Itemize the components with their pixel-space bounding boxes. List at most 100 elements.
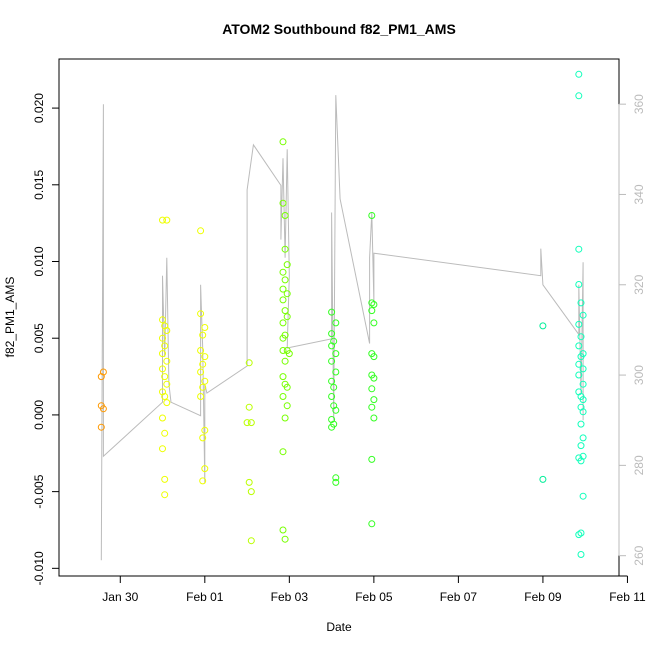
data-point (328, 357, 336, 365)
data-point (99, 368, 107, 376)
data-point (279, 285, 287, 293)
data-point (201, 324, 209, 331)
data-point (579, 365, 587, 373)
data-point (579, 492, 587, 500)
data-point (328, 377, 336, 385)
x-tick-label: Feb 05 (355, 590, 393, 604)
data-point (199, 360, 207, 368)
data-point (328, 308, 336, 316)
data-point (201, 377, 209, 385)
data-point (159, 445, 166, 453)
chart-title: ATOM2 Southbound f82_PM1_AMS (222, 21, 456, 37)
data-point (97, 423, 105, 431)
data-point (283, 290, 291, 298)
data-point (577, 299, 585, 307)
data-point (161, 373, 169, 381)
data-point (163, 327, 171, 334)
data-point (243, 419, 251, 427)
x-tick-label: Feb 07 (440, 590, 478, 604)
data-point (283, 261, 291, 269)
data-point (332, 406, 340, 414)
data-point (577, 420, 585, 428)
data-point (577, 333, 585, 341)
data-point (368, 299, 376, 307)
secondary-line-layer (100, 95, 584, 561)
data-point (575, 342, 583, 350)
data-point (283, 383, 291, 391)
data-point (370, 319, 378, 327)
data-point (577, 551, 585, 558)
y-tick-label: 0.010 (32, 246, 46, 276)
data-point (245, 478, 253, 486)
data-point (328, 423, 336, 431)
data-point (579, 408, 587, 416)
data-point (575, 70, 583, 78)
data-point (197, 227, 205, 235)
x-tick-label: Feb 11 (609, 590, 646, 604)
data-point (368, 455, 376, 463)
data-point (161, 491, 169, 499)
data-point (279, 448, 287, 456)
data-point (279, 334, 287, 342)
data-point (283, 313, 291, 321)
data-point (199, 383, 207, 391)
data-point (99, 405, 107, 413)
data-point (368, 212, 376, 219)
data-point (368, 307, 376, 315)
y2-tick-label: 360 (632, 94, 646, 114)
data-point (579, 452, 587, 460)
data-point (281, 414, 289, 422)
y-axis: -0.010 -0.005 0.000 0.005 0.010 0.015 0.020 (32, 93, 60, 585)
x-axis-label: Date (326, 620, 352, 634)
data-point (159, 350, 166, 358)
data-point (281, 276, 289, 284)
data-point (285, 350, 293, 358)
data-point (281, 307, 289, 315)
data-point (539, 475, 547, 483)
data-point (332, 319, 340, 327)
data-point (575, 360, 583, 368)
data-point (197, 310, 205, 318)
data-point (245, 403, 253, 411)
data-point (245, 359, 253, 367)
data-point (579, 380, 587, 388)
data-point (159, 216, 166, 224)
data-point (199, 331, 207, 339)
data-point (161, 342, 169, 350)
x-tick-label: Feb 03 (271, 590, 309, 604)
data-point (283, 402, 291, 410)
data-point (163, 216, 171, 224)
data-point (368, 385, 376, 393)
data-point (197, 393, 205, 400)
data-point (279, 393, 287, 400)
y2-tick-label: 280 (632, 455, 646, 475)
points-layer (97, 70, 587, 558)
data-point (328, 330, 336, 338)
data-point (279, 526, 287, 534)
y2-tick-label: 260 (632, 545, 646, 565)
data-point (163, 399, 171, 407)
data-point (330, 383, 338, 391)
data-point (247, 537, 255, 545)
data-point (579, 311, 587, 319)
data-point (332, 478, 340, 486)
data-point (370, 414, 378, 422)
data-point (199, 477, 207, 485)
y2-tick-label: 300 (632, 365, 646, 385)
data-point (579, 396, 587, 404)
plot-frame (58, 58, 620, 577)
y-tick-label: -0.005 (32, 474, 46, 508)
data-point (368, 520, 376, 528)
x-axis: Jan 30 Feb 01 Feb 03 Feb 05 Feb 07 Feb 09 Feb … (102, 575, 646, 604)
data-point (281, 357, 289, 365)
data-point (370, 353, 378, 361)
data-point (161, 475, 169, 483)
data-point (201, 353, 209, 361)
data-point (577, 353, 585, 361)
data-point (279, 319, 287, 327)
plot-area (58, 58, 620, 577)
y2-axis: 260 280 300 320 340 360 (618, 94, 646, 566)
y-tick-label: 0.015 (32, 169, 46, 199)
data-point (575, 281, 583, 288)
